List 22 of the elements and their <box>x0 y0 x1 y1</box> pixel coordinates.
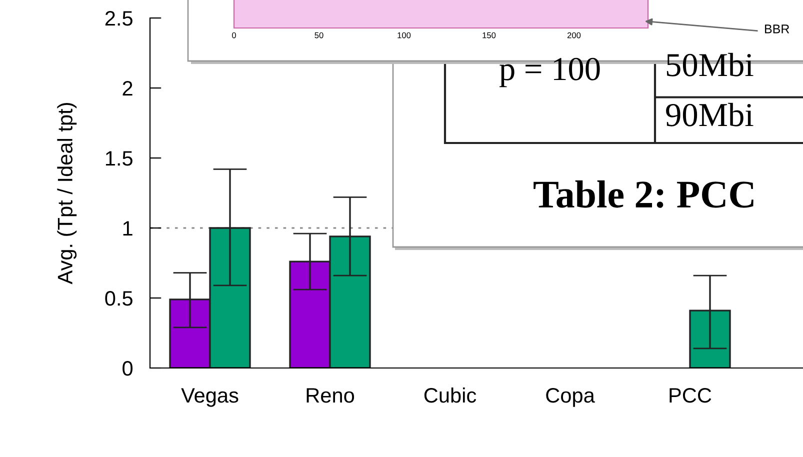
x-tick-label: Reno <box>306 388 354 403</box>
annotation: 50 <box>314 32 324 38</box>
annotation: 0 <box>232 32 236 38</box>
annotation: 90Mbi <box>666 102 754 126</box>
x-tick-label: PCC <box>670 388 712 403</box>
annotation: 150 <box>482 32 496 38</box>
y-tick-label: 2.5 <box>105 11 132 26</box>
annotation: 200 <box>567 32 581 38</box>
x-tick-label: Vegas <box>181 388 238 407</box>
x-tick-label: Cubic <box>424 387 476 403</box>
y-tick-label: 1 <box>123 221 132 236</box>
y-tick-label: 0.5 <box>105 291 132 306</box>
y-axis-title: Avg. (Tpt / Ideal tpt) <box>57 103 77 284</box>
annotation: BBR <box>765 24 790 34</box>
y-tick-label: 2 <box>122 81 132 96</box>
x-tick-label: Copa <box>546 388 595 407</box>
annotation: Table 2: PCC <box>534 180 754 208</box>
annotation: p = 100 <box>499 58 600 88</box>
y-tick-label: 0 <box>122 361 133 376</box>
annotation: 100 <box>398 32 411 38</box>
y-tick-label: 1.5 <box>106 151 132 166</box>
annotation: 50Mbi <box>666 52 754 76</box>
